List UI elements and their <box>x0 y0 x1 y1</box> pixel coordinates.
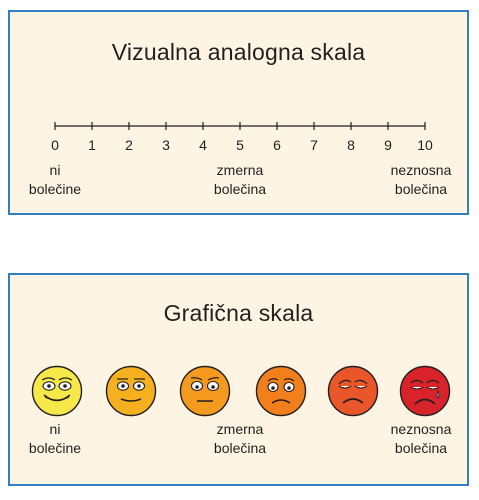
sad-face-icon <box>327 365 379 417</box>
vas-tick-label: 0 <box>51 137 59 153</box>
graphic-label-moderate-line2: bolečina <box>213 440 267 456</box>
graphic-label-unbearable-line1: neznosna <box>390 421 452 437</box>
vas-tick-label: 2 <box>125 137 133 153</box>
vas-tick-label: 5 <box>236 137 244 153</box>
vas-tick-label: 3 <box>162 137 170 153</box>
vas-scale: 0 1 2 3 4 5 6 7 8 9 10 <box>51 122 433 153</box>
crying-face-icon <box>399 365 451 417</box>
vas-panel: Vizualna analogna skala 0 1 2 3 4 5 6 7 8 9 10 ni … <box>8 10 469 215</box>
graphic-label-no-pain-line2: bolečine <box>28 440 82 456</box>
vas-label-unbearable-pain: neznosna bolečina <box>381 161 461 199</box>
smile-face-icon <box>31 365 83 417</box>
graphic-label-moderate-line1: zmerna <box>216 421 264 437</box>
frown-face-icon <box>255 365 307 417</box>
vas-label-unbearable-line1: neznosna <box>390 162 452 178</box>
vas-label-moderate-pain: zmerna bolečina <box>202 161 278 199</box>
vas-tick-label: 10 <box>417 137 433 153</box>
vas-tick-label: 9 <box>384 137 392 153</box>
vas-tick-label: 4 <box>199 137 207 153</box>
vas-tick-label: 7 <box>310 137 318 153</box>
graphic-label-unbearable-line2: bolečina <box>394 440 448 456</box>
slight-frown-face-icon <box>179 365 231 417</box>
vas-tick-label: 6 <box>273 137 281 153</box>
vas-label-no-pain: ni bolečine <box>23 161 87 199</box>
vas-label-moderate-line1: zmerna <box>216 162 264 178</box>
vas-label-unbearable-line2: bolečina <box>394 181 448 197</box>
vas-tick-label: 8 <box>347 137 355 153</box>
graphic-title: Grafična skala <box>163 300 314 326</box>
graphic-label-no-pain-line1: ni <box>49 421 61 437</box>
vas-tick-label: 1 <box>88 137 96 153</box>
vas-ticks: 0 1 2 3 4 5 6 7 8 9 10 <box>51 122 433 153</box>
graphic-label-no-pain: ni bolečine <box>23 420 87 458</box>
graphic-label-moderate-pain: zmerna bolečina <box>202 420 278 458</box>
vas-label-no-pain-line1: ni <box>49 162 61 178</box>
neutral-face-icon <box>105 365 157 417</box>
graphic-label-unbearable-pain: neznosna bolečina <box>381 420 461 458</box>
graphic-scale-panel: Grafična skala <box>8 273 469 486</box>
vas-label-moderate-line2: bolečina <box>213 181 267 197</box>
vas-label-no-pain-line2: bolečine <box>28 181 82 197</box>
vas-title: Vizualna analogna skala <box>111 39 366 65</box>
